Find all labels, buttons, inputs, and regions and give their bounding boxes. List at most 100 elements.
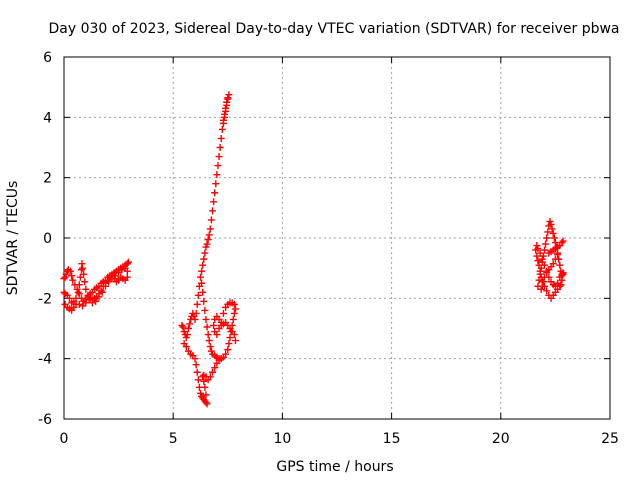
data-point — [557, 281, 565, 289]
data-point — [60, 288, 68, 296]
data-point — [534, 245, 542, 253]
data-point — [225, 340, 233, 348]
data-point — [540, 246, 548, 254]
data-point — [200, 255, 208, 263]
data-point — [226, 334, 234, 342]
data-point — [559, 269, 567, 277]
data-point — [225, 91, 233, 99]
data-point — [75, 300, 83, 308]
data-point — [216, 144, 224, 151]
data-point — [536, 249, 544, 257]
data-point — [183, 331, 191, 339]
data-point — [197, 273, 204, 281]
data-point — [538, 255, 546, 263]
y-tick-label: -4 — [38, 352, 52, 368]
data-point — [230, 309, 238, 317]
data-point — [192, 309, 200, 317]
data-point — [61, 290, 69, 298]
data-point — [214, 162, 222, 170]
data-point — [554, 279, 562, 287]
data-point — [203, 240, 211, 248]
data-point — [184, 325, 192, 332]
data-point — [88, 299, 96, 307]
data-point — [223, 101, 231, 109]
data-point — [551, 255, 559, 263]
data-point — [202, 398, 210, 406]
data-point — [201, 383, 209, 391]
data-point — [211, 328, 219, 336]
data-point — [194, 376, 202, 384]
data-point — [542, 240, 550, 248]
data-point — [78, 260, 86, 268]
data-point — [209, 207, 217, 215]
data-point — [219, 309, 227, 317]
data-point — [212, 180, 220, 188]
data-point — [206, 225, 214, 233]
data-point — [559, 237, 567, 245]
data-point — [224, 346, 232, 354]
data-point — [536, 267, 544, 275]
data-point — [193, 300, 201, 308]
data-point — [178, 321, 186, 329]
x-tick-label: 15 — [383, 431, 401, 447]
y-tick-label: -2 — [38, 291, 52, 307]
data-point — [200, 297, 208, 305]
data-point — [211, 364, 219, 372]
data-point — [215, 315, 223, 323]
data-point — [558, 239, 566, 247]
data-point — [68, 299, 76, 307]
chart-title: Day 030 of 2023, Sidereal Day-to-day VTE… — [48, 21, 619, 37]
data-point — [554, 251, 562, 259]
data-point — [205, 337, 213, 345]
data-point — [534, 257, 542, 265]
x-tick-label: 0 — [60, 431, 69, 447]
data-point — [179, 323, 187, 331]
axis-ticks — [63, 56, 611, 420]
data-point — [202, 315, 210, 323]
data-point — [548, 225, 556, 233]
data-point — [224, 95, 232, 103]
data-point — [540, 273, 548, 281]
data-point — [191, 355, 199, 363]
data-point — [219, 119, 227, 127]
x-tick-label: 20 — [492, 431, 510, 447]
data-point — [182, 343, 190, 351]
data-point — [551, 239, 559, 247]
data-point — [231, 305, 239, 313]
data-point — [194, 291, 202, 299]
data-point — [549, 229, 557, 237]
data-point — [75, 281, 83, 289]
data-point — [217, 355, 225, 363]
data-point — [215, 153, 223, 161]
data-point — [198, 279, 206, 287]
data-point — [550, 234, 558, 242]
y-tick-label: 4 — [43, 110, 52, 126]
data-point — [556, 261, 564, 269]
data-point — [68, 272, 76, 280]
data-points — [60, 91, 567, 408]
data-point — [543, 269, 551, 277]
data-point — [206, 373, 214, 381]
data-point — [69, 276, 77, 284]
data-point — [76, 273, 84, 281]
data-point — [124, 258, 132, 266]
data-point — [209, 368, 217, 376]
data-point — [92, 297, 100, 305]
data-point — [101, 282, 109, 290]
data-point — [198, 267, 206, 275]
data-point — [211, 189, 219, 197]
data-point — [222, 107, 230, 115]
data-point — [118, 266, 126, 274]
x-tick-labels: 0 5 10 15 20 25 — [60, 431, 619, 447]
data-point — [206, 343, 214, 351]
data-point — [218, 125, 226, 133]
data-point — [77, 266, 85, 274]
data-point — [537, 285, 545, 293]
data-point — [201, 249, 209, 257]
data-point — [543, 287, 551, 295]
data-point — [213, 171, 221, 179]
data-point — [203, 400, 211, 408]
data-point — [210, 198, 218, 206]
data-point — [60, 275, 68, 283]
